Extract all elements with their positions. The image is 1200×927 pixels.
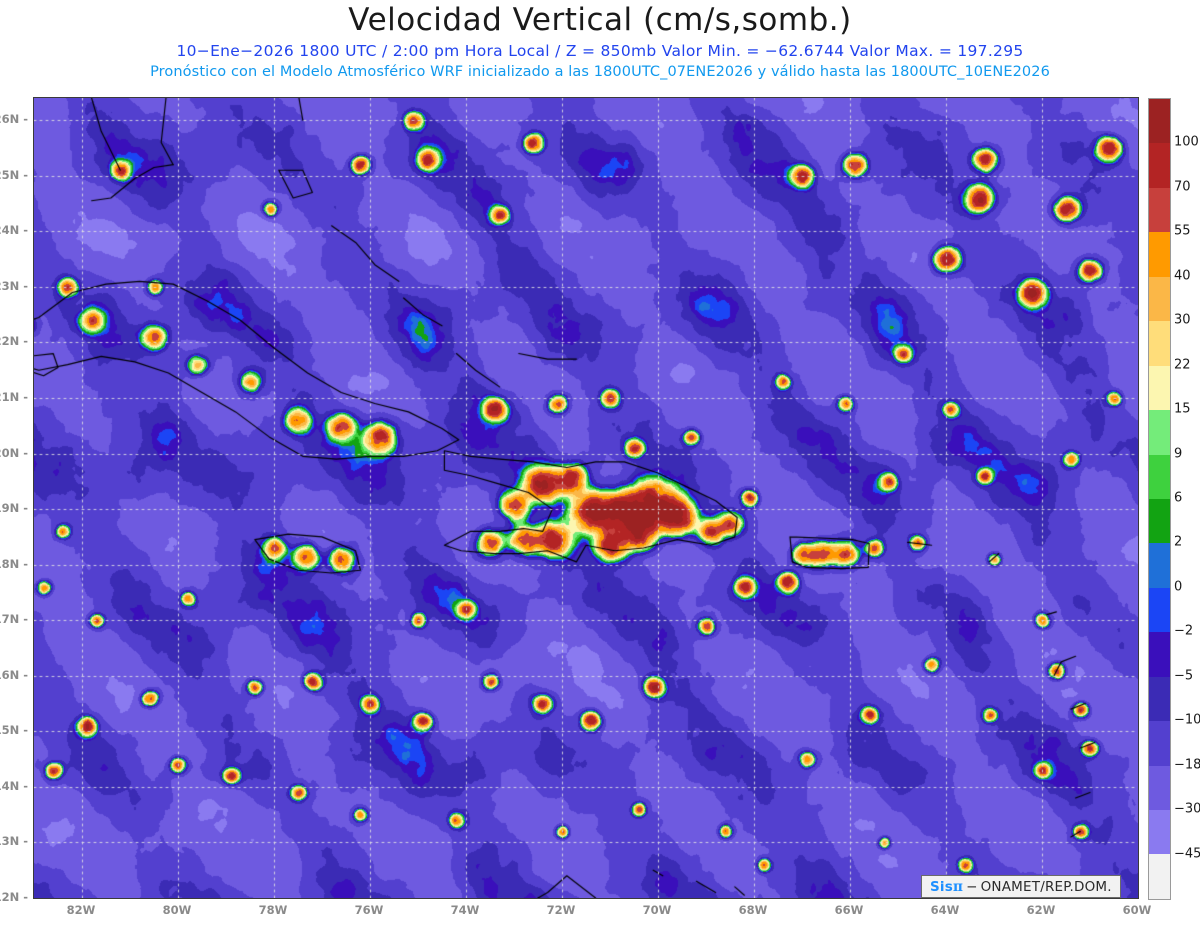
colorbar-label-2: 55: [1174, 223, 1191, 239]
colorbar-band-12: [1149, 632, 1170, 677]
lat-tick-18n: 18N -: [0, 556, 28, 571]
lat-tick-22n: 22N -: [0, 334, 28, 349]
watermark-pi-icon: π: [953, 878, 964, 895]
watermark-org: ONAMET/REP.DOM.: [980, 878, 1112, 895]
colorbar-label-4: 30: [1174, 312, 1191, 328]
colorbar-band-2: [1149, 187, 1170, 233]
colorbar-band-7: [1149, 410, 1170, 455]
lat-tick-13n: 13N -: [0, 834, 28, 849]
lon-tick-82w: 82W: [66, 903, 96, 917]
colorbar-band-11: [1149, 587, 1170, 633]
lon-tick-62w: 62W: [1026, 903, 1056, 917]
colorbar-label-3: 40: [1174, 268, 1191, 284]
colorbar-band-15: [1149, 765, 1170, 810]
lat-tick-17n: 17N -: [0, 612, 28, 627]
lat-tick-12n: 12N -: [0, 890, 28, 904]
lon-tick-74w: 74W: [450, 903, 480, 917]
colorbar-label-14: −18: [1174, 757, 1200, 773]
model-description-line: Pronóstico con el Modelo Atmosférico WRF…: [150, 64, 1050, 80]
colorbar-label-16: −45: [1174, 846, 1200, 862]
lon-tick-66w: 66W: [834, 903, 864, 917]
lon-tick-64w: 64W: [930, 903, 960, 917]
colorbar-label-12: −5: [1174, 668, 1194, 684]
lon-tick-80w: 80W: [162, 903, 192, 917]
forecast-metadata-line: 10−Ene−2026 1800 UTC / 2:00 pm Hora Loca…: [176, 42, 1024, 60]
watermark-brand-prefix: Sis: [930, 878, 953, 895]
lon-tick-76w: 76W: [354, 903, 384, 917]
lon-tick-60w: 60W: [1122, 903, 1152, 917]
colorbar-band-8: [1149, 454, 1170, 499]
provider-watermark: Sis π − ONAMET/REP.DOM.: [921, 875, 1121, 898]
map-plot-area[interactable]: [33, 97, 1139, 899]
colorbar-label-6: 15: [1174, 401, 1191, 417]
colorbar-band-3: [1149, 232, 1170, 277]
lat-tick-19n: 19N -: [0, 501, 28, 516]
vertical-velocity-heatmap: [34, 98, 1138, 898]
colorbar-band-5: [1149, 321, 1170, 366]
colorbar-band-14: [1149, 721, 1170, 766]
colorbar-label-5: 22: [1174, 357, 1191, 373]
lon-tick-68w: 68W: [738, 903, 768, 917]
colorbar-band-10: [1149, 543, 1170, 588]
colorbar-band-17: [1149, 854, 1170, 899]
colorbar-label-10: 0: [1174, 579, 1183, 595]
colorbar-band-0: [1149, 99, 1170, 144]
lat-tick-25n: 25N -: [0, 167, 28, 182]
colorbar-label-7: 9: [1174, 446, 1183, 462]
colorbar-label-15: −30: [1174, 801, 1200, 817]
colorbar-label-13: −10: [1174, 712, 1200, 728]
lat-tick-23n: 23N -: [0, 278, 28, 293]
lat-tick-16n: 16N -: [0, 667, 28, 682]
lon-tick-72w: 72W: [546, 903, 576, 917]
lat-tick-24n: 24N -: [0, 223, 28, 238]
lat-tick-26n: 26N -: [0, 112, 28, 127]
lat-tick-15n: 15N -: [0, 723, 28, 738]
colorbar-label-1: 70: [1174, 179, 1191, 195]
page-title: Velocidad Vertical (cm/s,somb.): [348, 2, 852, 38]
lat-tick-20n: 20N -: [0, 445, 28, 460]
colorbar-label-9: 2: [1174, 534, 1183, 550]
lon-tick-70w: 70W: [642, 903, 672, 917]
colorbar-label-0: 100: [1174, 134, 1199, 150]
colorbar-band-9: [1149, 498, 1170, 544]
watermark-separator: −: [966, 878, 978, 895]
lat-tick-14n: 14N -: [0, 778, 28, 793]
colorbar-scale[interactable]: [1148, 98, 1171, 900]
lon-tick-78w: 78W: [258, 903, 288, 917]
colorbar-label-8: 6: [1174, 490, 1183, 506]
lat-tick-21n: 21N -: [0, 390, 28, 404]
colorbar-band-6: [1149, 365, 1170, 411]
colorbar-band-16: [1149, 810, 1170, 855]
colorbar-label-11: −2: [1174, 623, 1194, 639]
colorbar-band-1: [1149, 143, 1170, 188]
colorbar-band-4: [1149, 276, 1170, 322]
colorbar-band-13: [1149, 676, 1170, 722]
